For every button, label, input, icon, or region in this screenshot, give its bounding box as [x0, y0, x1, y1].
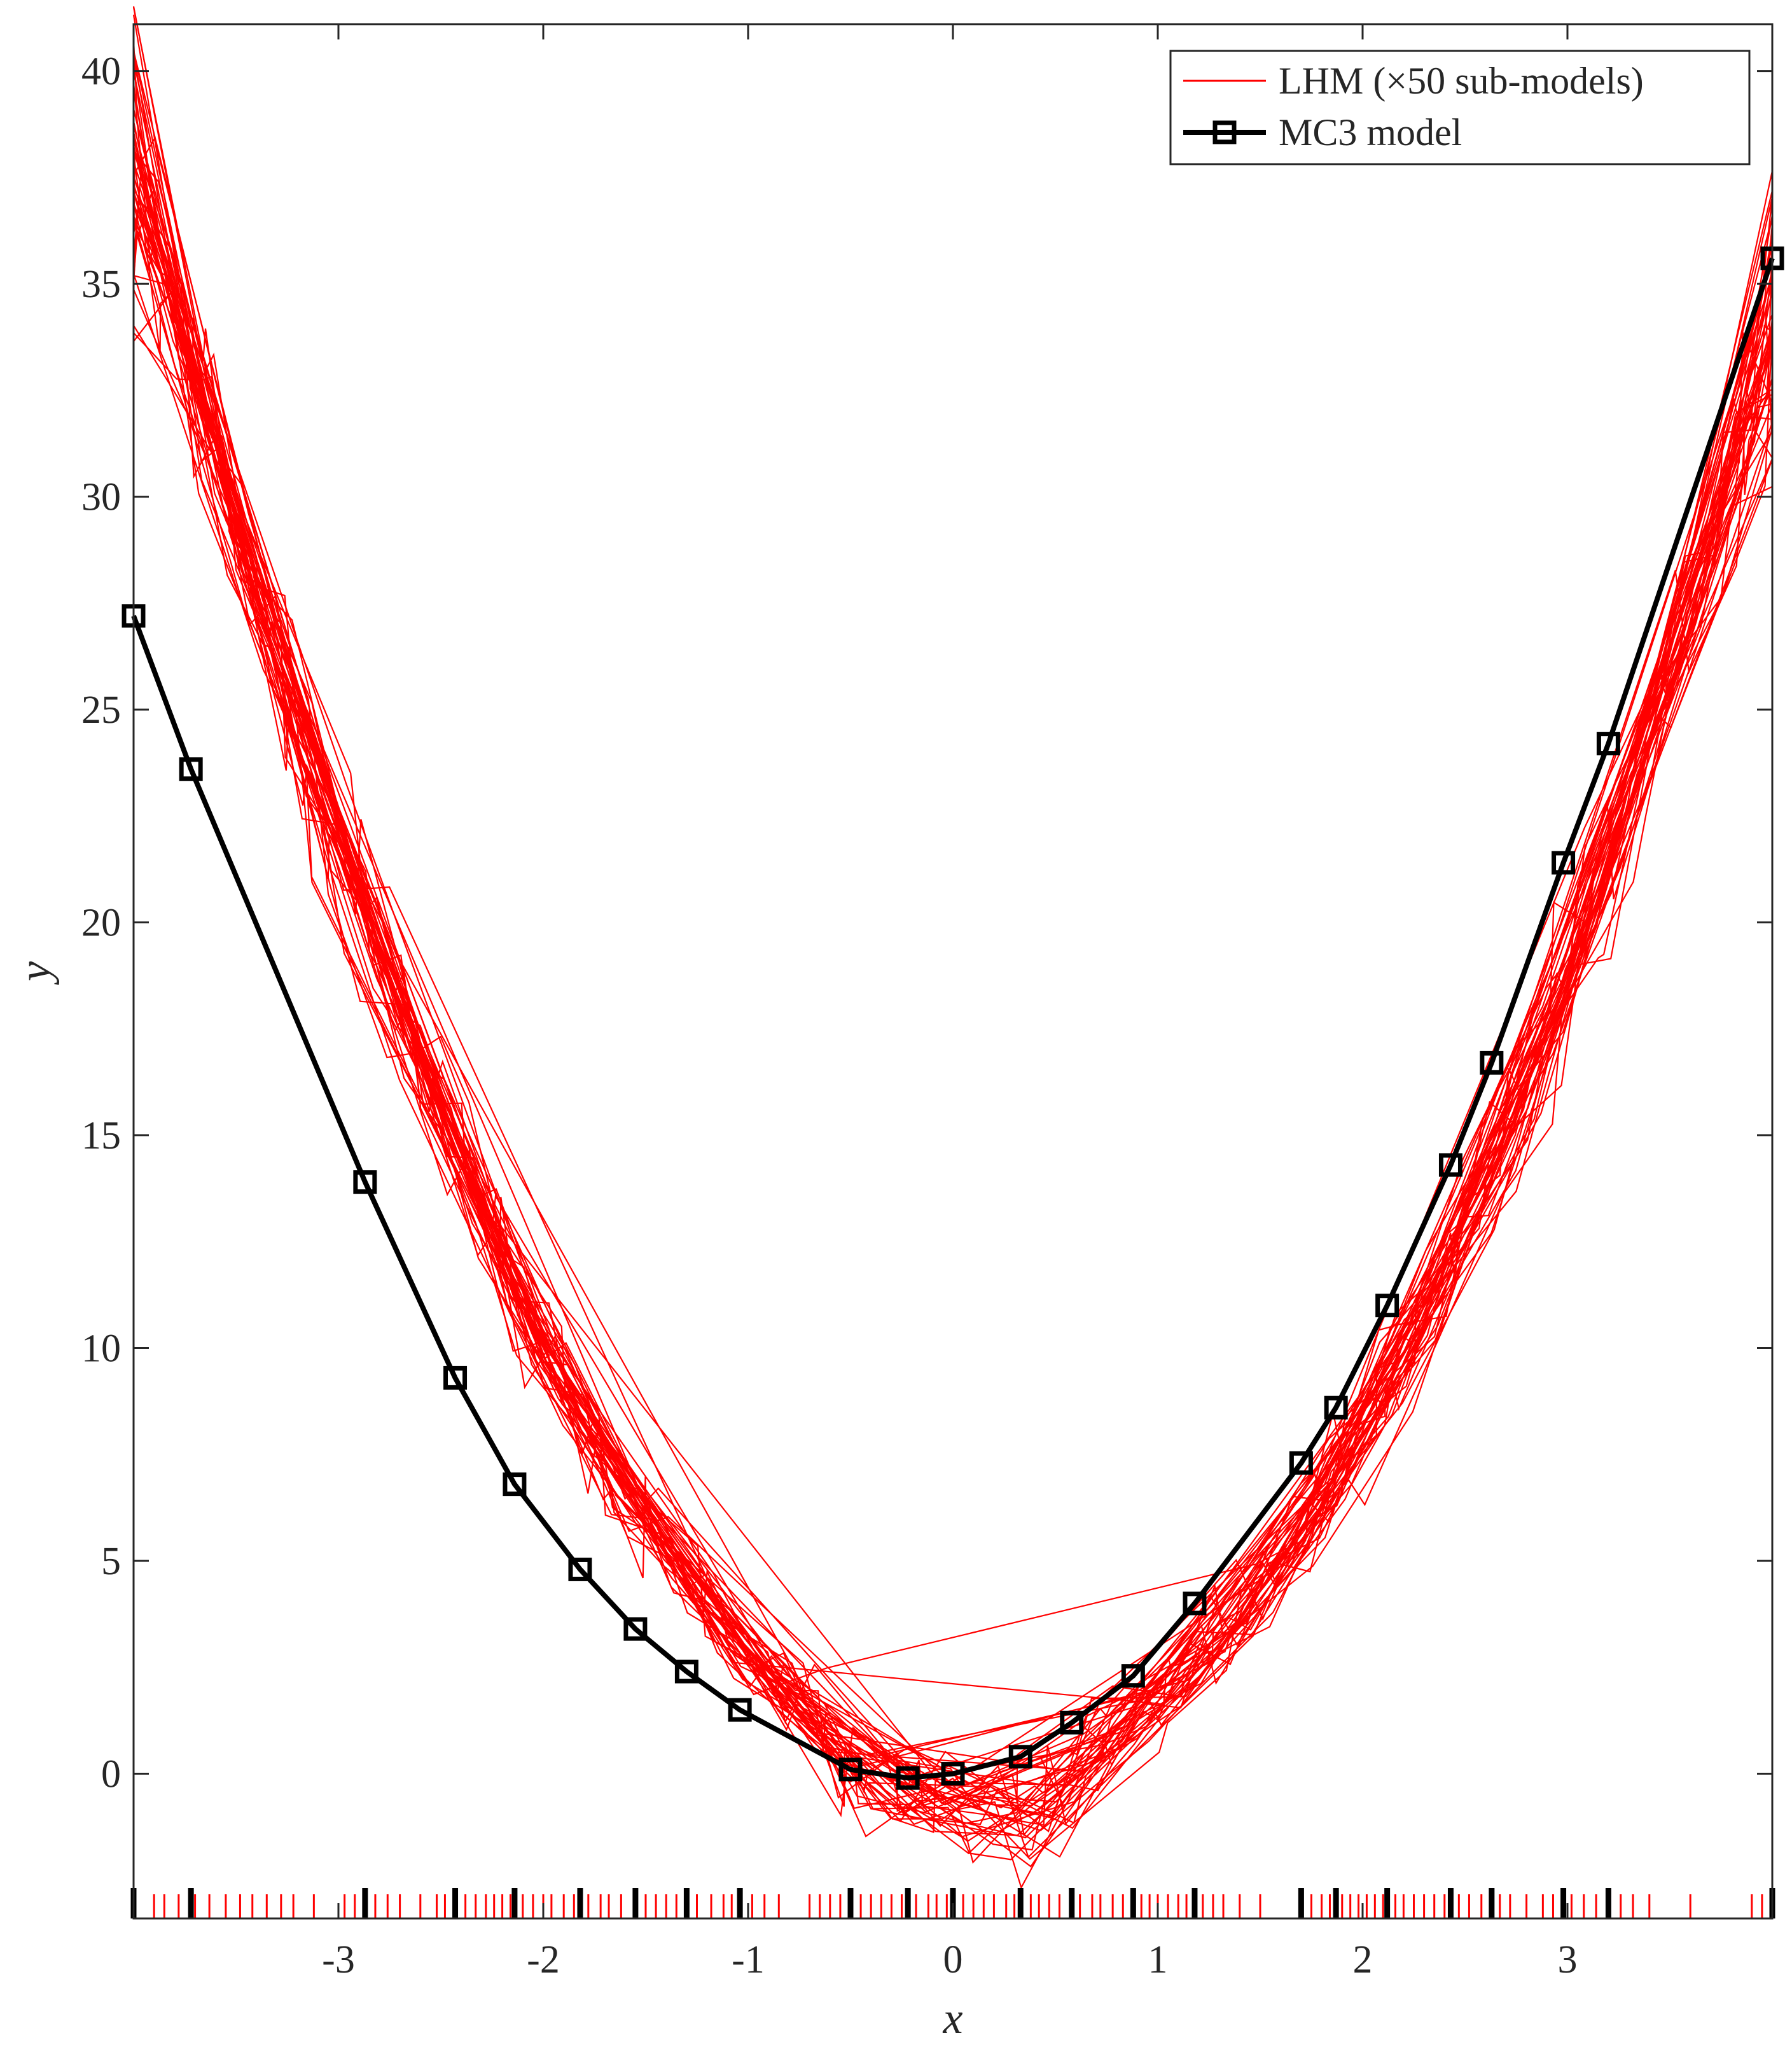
y-tick-label: 25 [81, 688, 121, 732]
lhm-submodel-line [133, 230, 1774, 1809]
lhm-submodel-line [132, 15, 1774, 1826]
mc3-point [1289, 1451, 1313, 1475]
y-tick-label: 15 [81, 1114, 121, 1157]
y-tick-label: 40 [81, 50, 121, 94]
mc3-point [353, 1170, 377, 1194]
mc3-point [1480, 1051, 1504, 1075]
x-tick-label: -3 [322, 1938, 355, 1981]
lhm-submodel-line [132, 203, 1774, 1826]
mc3-point [503, 1472, 527, 1497]
mc3-point [1596, 732, 1620, 756]
x-axis-label: x [942, 1994, 962, 2043]
mc3-point [623, 1617, 648, 1641]
lhm-submodel-line [132, 192, 1773, 1813]
lhm-submodel-line [132, 289, 1773, 1785]
mc3-point [838, 1757, 863, 1782]
mc3-point [674, 1659, 698, 1684]
mc3-point [1375, 1294, 1400, 1318]
lhm-submodel-line [133, 278, 1773, 1861]
lhm-submodel-line [132, 6, 1774, 1784]
mc3-point [179, 757, 203, 781]
lhm-submodel-line [132, 192, 1774, 1832]
y-tick-label: 35 [81, 263, 121, 306]
lhm-submodel-line [133, 188, 1774, 1868]
mc3-point [443, 1366, 468, 1390]
legend: LHM (×50 sub-models) MC3 model [1169, 50, 1751, 165]
lhm-submodel-line [132, 174, 1774, 1890]
lhm-submodel-line [132, 109, 1774, 1817]
mc3-point [1008, 1745, 1032, 1769]
legend-mc3-marker [1212, 120, 1237, 144]
x-tick-label: 1 [1148, 1938, 1168, 1981]
x-tick-label: 2 [1353, 1938, 1373, 1981]
mc3-point [1552, 851, 1576, 875]
lhm-submodel-line [132, 173, 1774, 1819]
mc3-point [941, 1762, 965, 1786]
lhm-submodel-line [132, 222, 1774, 1696]
lhm-submodel-line [132, 7, 1773, 1842]
y-tick-label: 20 [81, 902, 121, 945]
y-tick-label: 30 [81, 476, 121, 519]
lhm-submodel-line [132, 191, 1774, 1812]
mc3-point [896, 1766, 920, 1790]
lhm-submodel-line [132, 191, 1774, 1859]
lhm-submodel-line [132, 273, 1774, 1813]
x-tick-label: 3 [1558, 1938, 1578, 1981]
mc3-model-line [131, 257, 1775, 1781]
lhm-submodel-line [132, 88, 1774, 1829]
mc3-point [1121, 1664, 1145, 1688]
lhm-submodel-line [132, 186, 1774, 1851]
mc3-point [1324, 1395, 1348, 1420]
lhm-submodel-line [132, 50, 1774, 1826]
lhm-submodel-line [132, 162, 1774, 1820]
lhm-submodel-line [132, 51, 1774, 1838]
lhm-submodel-line [132, 125, 1774, 1836]
lhm-submodel-line [132, 150, 1774, 1836]
lhm-submodel-line [132, 132, 1774, 1839]
legend-mc3-label: MC3 model [1279, 111, 1462, 153]
y-tick-label: 10 [81, 1327, 121, 1371]
lhm-submodel-line [132, 218, 1774, 1864]
mc3-point [1438, 1153, 1462, 1177]
mc3-point [728, 1698, 752, 1722]
lhm-submodel-line [132, 193, 1773, 1824]
legend-lhm-label: LHM (×50 sub-models) [1279, 60, 1644, 102]
mc3-point [568, 1557, 592, 1581]
y-axis-label: y [11, 961, 60, 985]
x-tick-label: -1 [732, 1938, 765, 1981]
mc3-point [1183, 1591, 1207, 1616]
rug-ticks [130, 1888, 1775, 1918]
mc3-point [1060, 1710, 1084, 1735]
y-tick-label: 5 [101, 1540, 121, 1583]
x-tick-label: 0 [943, 1938, 963, 1981]
lhm-submodel-lines [132, 6, 1774, 1890]
legend-box [1169, 50, 1751, 165]
x-tick-label: -2 [527, 1938, 560, 1981]
y-tick-label: 0 [101, 1753, 121, 1796]
